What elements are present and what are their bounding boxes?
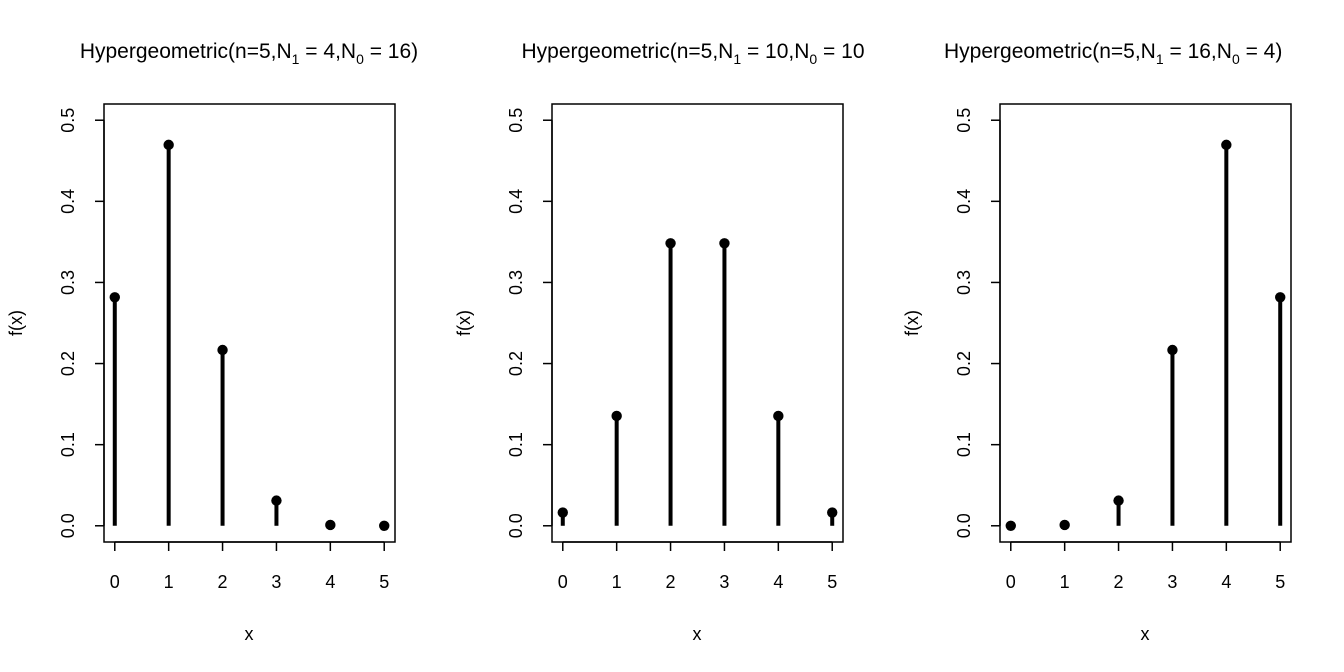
- data-point: [1059, 519, 1070, 531]
- data-point: [1005, 520, 1016, 531]
- x-tick-label: 1: [1060, 572, 1070, 592]
- y-tick-label: 0.2: [506, 351, 526, 376]
- y-tick-label: 0.4: [954, 189, 974, 214]
- x-tick-label: 3: [719, 572, 729, 592]
- y-tick-label: 0.5: [58, 108, 78, 133]
- data-point: [109, 292, 120, 303]
- y-tick-label: 0.5: [954, 108, 974, 133]
- chart-panel-2: Hypergeometric(n=5,N1 = 10,N0 = 10 0.00.…: [454, 40, 865, 644]
- data-point: [1167, 344, 1178, 356]
- plot-frame: [103, 103, 396, 543]
- data-marks: [109, 139, 390, 531]
- y-tick-label: 0.3: [506, 270, 526, 295]
- data-point: [271, 495, 282, 506]
- x-tick-label: 5: [827, 572, 837, 592]
- x-tick-label: 2: [218, 572, 228, 592]
- x-tick-label: 0: [558, 572, 568, 592]
- y-tick-label: 0.3: [954, 270, 974, 295]
- data-point: [1113, 495, 1124, 506]
- x-axis: 0 1 2 3 4 5: [1006, 541, 1285, 592]
- chart-title: Hypergeometric(n=5,N1 = 16,N0 = 4): [944, 40, 1282, 67]
- data-point: [665, 238, 676, 249]
- data-point: [1275, 292, 1286, 303]
- y-tick-label: 0.0: [58, 513, 78, 538]
- data-point: [773, 410, 784, 422]
- x-tick-label: 3: [1167, 572, 1177, 592]
- x-tick-label: 0: [1006, 572, 1016, 592]
- y-tick-label: 0.4: [58, 189, 78, 214]
- x-tick-label: 1: [612, 572, 622, 592]
- chart-title: Hypergeometric(n=5,N1 = 10,N0 = 10: [521, 40, 864, 67]
- y-tick-label: 0.1: [506, 432, 526, 457]
- x-tick-label: 4: [325, 572, 335, 592]
- x-axis: 0 1 2 3 4 5: [110, 541, 389, 592]
- y-tick-label: 0.1: [58, 432, 78, 457]
- x-axis-label: x: [245, 624, 254, 644]
- y-tick-label: 0.3: [58, 270, 78, 295]
- data-point: [557, 507, 568, 518]
- y-tick-label: 0.2: [954, 351, 974, 376]
- y-tick-label: 0.0: [954, 513, 974, 538]
- y-axis-label: f(x): [6, 310, 26, 336]
- x-tick-label: 2: [1114, 572, 1124, 592]
- y-tick-label: 0.0: [506, 513, 526, 538]
- chart-panel-1: Hypergeometric(n=5,N1 = 4,N0 = 16) 0.00.…: [6, 40, 418, 644]
- data-marks: [1005, 139, 1286, 531]
- data-marks: [557, 238, 838, 526]
- data-point: [719, 238, 730, 249]
- data-point: [611, 410, 622, 422]
- x-axis-label: x: [1141, 624, 1150, 644]
- data-point: [217, 344, 228, 356]
- x-tick-label: 3: [271, 572, 281, 592]
- x-tick-label: 4: [773, 572, 783, 592]
- y-axis: 0.0 0.1 0.2 0.3 0.4 0.5: [58, 108, 105, 538]
- x-tick-label: 1: [164, 572, 174, 592]
- x-tick-label: 5: [379, 572, 389, 592]
- y-axis: 0.0 0.1 0.2 0.3 0.4 0.5: [506, 108, 553, 538]
- x-tick-label: 5: [1275, 572, 1285, 592]
- y-tick-label: 0.1: [954, 432, 974, 457]
- data-point: [379, 520, 390, 531]
- data-point: [325, 519, 336, 531]
- data-point: [1221, 139, 1232, 151]
- y-tick-label: 0.4: [506, 189, 526, 214]
- y-axis-label: f(x): [902, 310, 922, 336]
- y-axis-label: f(x): [454, 310, 474, 336]
- plot-frame: [999, 103, 1292, 543]
- x-tick-label: 2: [666, 572, 676, 592]
- x-tick-label: 4: [1221, 572, 1231, 592]
- data-point: [827, 507, 838, 518]
- chart-panel-3: Hypergeometric(n=5,N1 = 16,N0 = 4) 0.00.…: [902, 40, 1292, 644]
- data-point: [163, 139, 174, 151]
- x-tick-label: 0: [110, 572, 120, 592]
- y-tick-label: 0.5: [506, 108, 526, 133]
- plot-frame: [551, 103, 844, 543]
- x-axis-label: x: [693, 624, 702, 644]
- x-axis: 0 1 2 3 4 5: [558, 541, 837, 592]
- y-tick-label: 0.2: [58, 351, 78, 376]
- y-axis: 0.0 0.1 0.2 0.3 0.4 0.5: [954, 108, 1001, 538]
- chart-title: Hypergeometric(n=5,N1 = 4,N0 = 16): [80, 40, 418, 67]
